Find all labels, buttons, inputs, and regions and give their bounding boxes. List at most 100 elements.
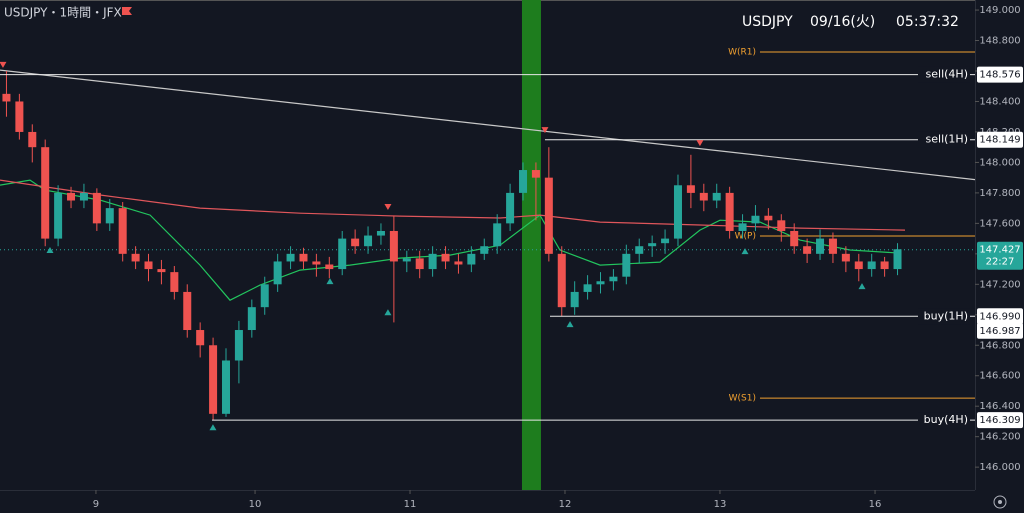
signal-up [741, 248, 749, 255]
y-tick-label: 149.000 [979, 5, 1020, 16]
candle-body [764, 215, 773, 221]
current-price-tag-bg [977, 241, 1023, 270]
candle-body [428, 253, 437, 270]
candle-body [105, 208, 114, 224]
candle-body [118, 208, 127, 254]
candle-body [209, 345, 218, 414]
x-tick-label: 10 [249, 499, 262, 510]
candle-body [506, 192, 515, 224]
signal-up [46, 247, 54, 254]
x-tick-label: 11 [404, 499, 417, 510]
candle-body [544, 177, 553, 254]
pivot-label: W(S1) [729, 394, 756, 404]
candle-body [570, 291, 579, 308]
candle-body [725, 192, 734, 231]
candle-body [531, 170, 540, 178]
candle-body [221, 360, 230, 414]
candle-body [686, 185, 695, 193]
level-label-bg [918, 412, 970, 429]
candle-body [893, 249, 902, 270]
candle-body [299, 253, 308, 262]
candle-body [609, 276, 618, 282]
x-tick-label: 12 [559, 499, 572, 510]
candle-body [402, 258, 411, 262]
symbol: USDJPY [742, 14, 793, 30]
candle-body [493, 223, 502, 247]
signal-up [209, 424, 217, 431]
pivot-label: W(P) [735, 232, 756, 242]
price-tag: 146.990 [979, 311, 1020, 322]
y-tick-label: 147.800 [979, 188, 1020, 199]
settings-icon[interactable] [993, 495, 1007, 509]
y-tick-label: 146.400 [979, 401, 1020, 412]
settings-icon-dot [998, 500, 1002, 504]
y-tick-label: 146.600 [979, 371, 1020, 382]
candle-body [364, 235, 373, 247]
candle-body [415, 258, 424, 270]
candle-body [131, 253, 140, 262]
y-tick-label: 147.600 [979, 218, 1020, 229]
candle-body [144, 261, 153, 270]
signal-down [384, 204, 392, 211]
chart-title: USDJPY・1時間・JFX [4, 6, 122, 20]
candle-body [28, 131, 37, 148]
candle-body [351, 238, 360, 247]
candle-body [828, 238, 837, 254]
candle-body [661, 238, 670, 244]
level-label-bg [918, 308, 970, 325]
signal-down [0, 61, 7, 68]
price-tag-bg [977, 131, 1023, 148]
level-label-bg [918, 131, 970, 148]
candle-body [247, 307, 256, 331]
candle-body [92, 192, 101, 224]
candle-body [79, 192, 88, 201]
candle-body [286, 253, 295, 262]
candle-body [312, 261, 321, 265]
signal-up [566, 321, 574, 328]
candle-body [467, 253, 476, 265]
price-tag: 148.149 [979, 135, 1020, 146]
candle-body [454, 261, 463, 265]
indicator-line [0, 69, 976, 181]
signal-down [541, 127, 549, 134]
candle-body [273, 261, 282, 285]
candle-body [635, 246, 644, 254]
candle-body [816, 238, 825, 254]
x-tick-label: 13 [714, 499, 727, 510]
y-tick-label: 146.000 [979, 462, 1020, 473]
candle-body [196, 330, 205, 346]
candle-body [183, 291, 192, 331]
y-tick-label: 148.800 [979, 36, 1020, 47]
date: 09/16(火) [810, 14, 875, 30]
time: 05:37:32 [896, 14, 959, 30]
candle-body [673, 185, 682, 239]
level-label: buy(4H) [924, 413, 968, 426]
candle-body [557, 253, 566, 308]
signal-down [696, 140, 704, 147]
candle-body [622, 253, 631, 277]
level-label: sell(4H) [926, 68, 968, 81]
candle-body [777, 220, 786, 231]
signal-up [326, 278, 334, 285]
candle-body [712, 192, 721, 201]
candle-body [376, 230, 385, 236]
candle-body [157, 269, 166, 273]
signal-up [384, 309, 392, 316]
candle-body [441, 253, 450, 262]
candle-body [54, 192, 63, 239]
candle-body [596, 281, 605, 285]
candle-body [854, 261, 863, 270]
price-tag-bg [977, 66, 1023, 83]
price-tag-bg [977, 322, 1023, 339]
candle-body [790, 230, 799, 247]
y-tick-label: 147.200 [979, 279, 1020, 290]
price-tag-bg [977, 308, 1023, 325]
candle-body [738, 223, 747, 231]
countdown: 22:27 [986, 257, 1015, 268]
pivot-label: W(R1) [728, 47, 756, 57]
plot: W(R1) W(P) W(S1) sell(4H) sell(1H) buy(1H) buy… [0, 0, 976, 490]
candle-body [867, 261, 876, 270]
